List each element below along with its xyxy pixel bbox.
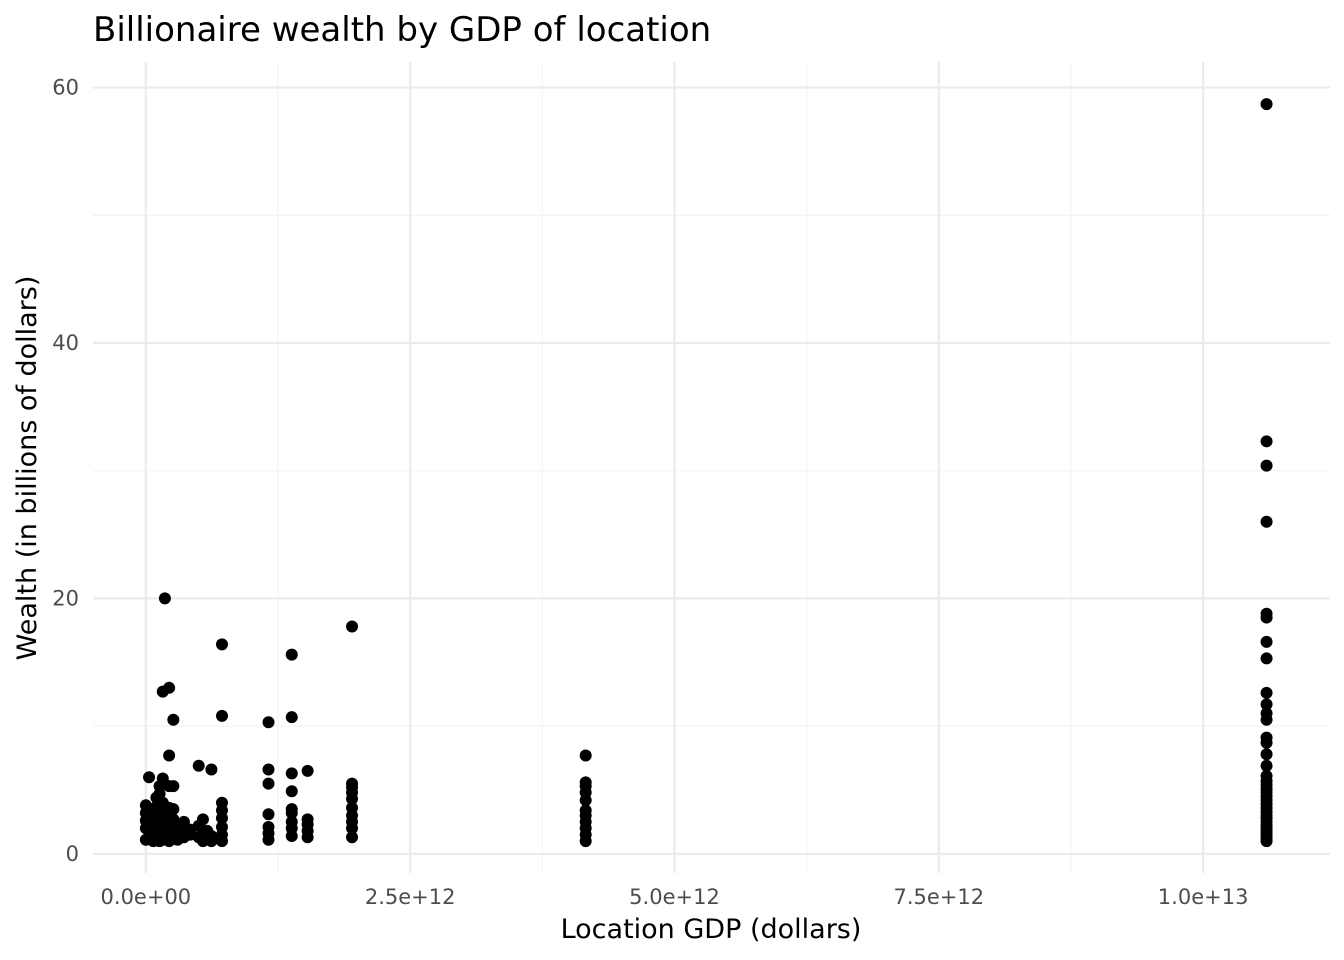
x-axis-title: Location GDP (dollars) bbox=[561, 914, 862, 945]
data-point bbox=[1260, 686, 1273, 699]
y-axis-title: Wealth (in billions of dollars) bbox=[12, 276, 43, 661]
data-point bbox=[285, 711, 298, 724]
data-point bbox=[158, 592, 171, 605]
data-point bbox=[192, 759, 205, 772]
data-point bbox=[579, 776, 592, 789]
data-point bbox=[301, 813, 314, 826]
data-point bbox=[1260, 769, 1273, 782]
data-point bbox=[1260, 98, 1273, 111]
data-point bbox=[215, 796, 228, 809]
data-point bbox=[262, 763, 275, 776]
data-point bbox=[1260, 698, 1273, 711]
data-point bbox=[579, 749, 592, 762]
data-point bbox=[215, 821, 228, 834]
data-points bbox=[139, 98, 1273, 848]
data-point bbox=[1260, 748, 1273, 761]
data-point bbox=[301, 764, 314, 777]
data-point bbox=[167, 803, 180, 816]
data-point bbox=[285, 803, 298, 816]
data-point bbox=[167, 713, 180, 726]
y-axis-tick-labels: 0 20 40 60 bbox=[52, 76, 79, 866]
chart-title: Billionaire wealth by GDP of location bbox=[93, 10, 711, 50]
grid bbox=[93, 62, 1330, 873]
data-point bbox=[1260, 731, 1273, 744]
data-point bbox=[1260, 635, 1273, 648]
data-point bbox=[1260, 707, 1273, 720]
data-point bbox=[262, 716, 275, 729]
data-point bbox=[205, 763, 218, 776]
data-point bbox=[579, 804, 592, 817]
data-point bbox=[167, 780, 180, 793]
data-point bbox=[1260, 759, 1273, 772]
x-tick-label: 7.5e+12 bbox=[893, 885, 984, 909]
data-point bbox=[285, 767, 298, 780]
data-point bbox=[346, 801, 359, 814]
data-point bbox=[215, 638, 228, 651]
y-tick-label: 0 bbox=[66, 842, 79, 866]
data-point bbox=[196, 813, 209, 826]
y-tick-label: 20 bbox=[52, 586, 79, 610]
data-point bbox=[163, 749, 176, 762]
x-tick-label: 5.0e+12 bbox=[629, 885, 720, 909]
data-point bbox=[285, 815, 298, 828]
x-axis-tick-labels: 0.0e+00 2.5e+12 5.0e+12 7.5e+12 1.0e+13 bbox=[101, 885, 1249, 909]
y-tick-label: 60 bbox=[52, 76, 79, 100]
data-point bbox=[262, 808, 275, 821]
data-point bbox=[1260, 607, 1273, 620]
data-point bbox=[1260, 459, 1273, 472]
data-point bbox=[1260, 652, 1273, 665]
data-point bbox=[285, 648, 298, 661]
data-point bbox=[1260, 435, 1273, 448]
data-point bbox=[205, 829, 218, 842]
data-point bbox=[285, 785, 298, 798]
data-point bbox=[143, 771, 156, 784]
data-point bbox=[163, 681, 176, 694]
data-point bbox=[346, 777, 359, 790]
y-tick-label: 40 bbox=[52, 331, 79, 355]
data-point bbox=[346, 831, 359, 844]
data-point bbox=[215, 709, 228, 722]
data-point bbox=[262, 777, 275, 790]
x-tick-label: 2.5e+12 bbox=[365, 885, 456, 909]
data-point bbox=[1260, 515, 1273, 528]
x-tick-label: 1.0e+13 bbox=[1158, 885, 1249, 909]
data-point bbox=[346, 620, 359, 633]
data-point bbox=[262, 821, 275, 834]
x-tick-label: 0.0e+00 bbox=[101, 885, 192, 909]
